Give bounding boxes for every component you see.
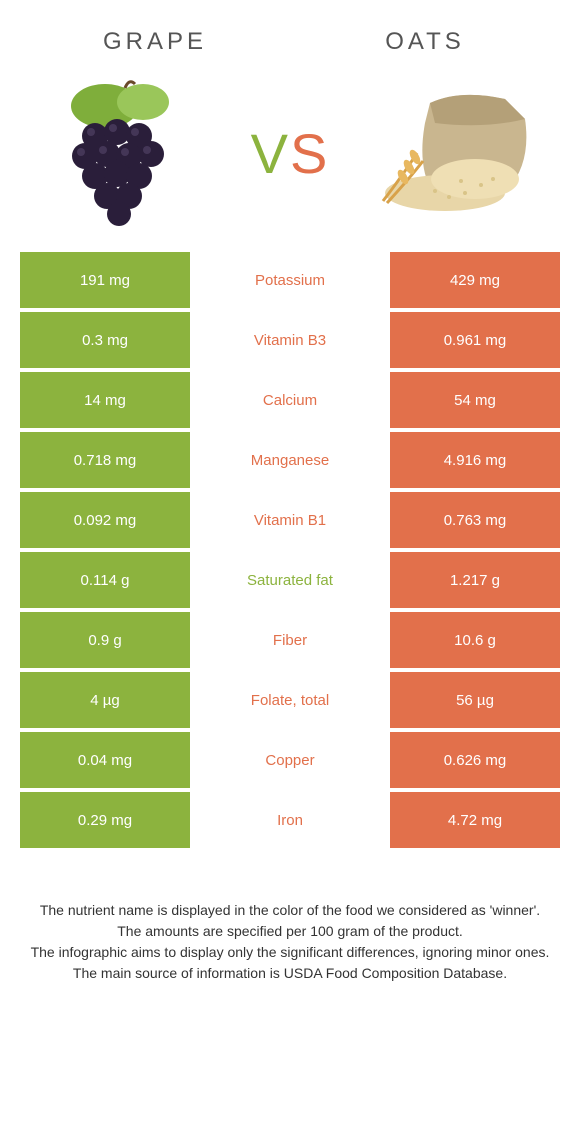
table-row: 0.04 mgCopper0.626 mg [20,732,560,788]
footer-line: The infographic aims to display only the… [30,942,550,963]
right-value: 4.916 mg [390,432,560,488]
left-value: 0.29 mg [20,792,190,848]
footer-notes: The nutrient name is displayed in the co… [0,852,580,984]
footer-line: The nutrient name is displayed in the co… [30,900,550,921]
left-food-title: GRAPE [20,28,290,56]
left-value: 0.9 g [20,612,190,668]
table-row: 0.9 gFiber10.6 g [20,612,560,668]
left-value: 4 µg [20,672,190,728]
nutrient-label: Vitamin B1 [190,492,390,548]
right-value: 54 mg [390,372,560,428]
hero-row: VS [0,64,580,252]
right-value: 0.626 mg [390,732,560,788]
right-value: 429 mg [390,252,560,308]
footer-line: The amounts are specified per 100 gram o… [30,921,550,942]
grape-image [30,78,210,228]
table-row: 0.3 mgVitamin B30.961 mg [20,312,560,368]
left-value: 0.718 mg [20,432,190,488]
nutrient-label: Manganese [190,432,390,488]
right-value: 1.217 g [390,552,560,608]
titles-row: GRAPE OATS [0,0,580,64]
table-row: 0.29 mgIron4.72 mg [20,792,560,848]
nutrient-label: Copper [190,732,390,788]
footer-line: The main source of information is USDA F… [30,963,550,984]
right-value: 56 µg [390,672,560,728]
right-value: 4.72 mg [390,792,560,848]
left-value: 0.114 g [20,552,190,608]
table-row: 191 mgPotassium429 mg [20,252,560,308]
right-food-title: OATS [290,28,560,56]
left-value: 14 mg [20,372,190,428]
nutrient-label: Calcium [190,372,390,428]
nutrient-label: Saturated fat [190,552,390,608]
right-value: 0.961 mg [390,312,560,368]
table-row: 0.718 mgManganese4.916 mg [20,432,560,488]
vs-s: S [290,122,329,185]
table-row: 0.092 mgVitamin B10.763 mg [20,492,560,548]
table-row: 4 µgFolate, total56 µg [20,672,560,728]
nutrient-label: Iron [190,792,390,848]
nutrient-label: Potassium [190,252,390,308]
nutrient-label: Fiber [190,612,390,668]
nutrient-label: Vitamin B3 [190,312,390,368]
right-value: 0.763 mg [390,492,560,548]
left-value: 0.092 mg [20,492,190,548]
vs-label: VS [251,121,330,186]
left-value: 0.04 mg [20,732,190,788]
comparison-table: 191 mgPotassium429 mg0.3 mgVitamin B30.9… [0,252,580,848]
vs-v: V [251,122,290,185]
nutrient-label: Folate, total [190,672,390,728]
oats-image [370,78,550,228]
left-value: 191 mg [20,252,190,308]
right-value: 10.6 g [390,612,560,668]
table-row: 14 mgCalcium54 mg [20,372,560,428]
table-row: 0.114 gSaturated fat1.217 g [20,552,560,608]
left-value: 0.3 mg [20,312,190,368]
